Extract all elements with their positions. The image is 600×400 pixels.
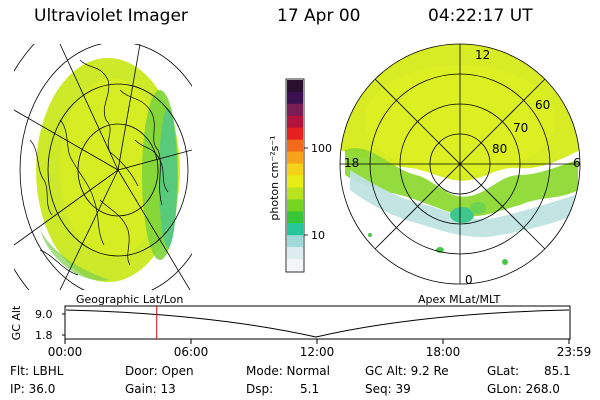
mlat-label-60: 60 — [535, 98, 550, 112]
colorbar-unit-label: photon cm⁻²s⁻¹ — [268, 135, 281, 220]
filter-status: Flt: LBHL — [10, 364, 64, 378]
mlat-label-80: 80 — [492, 142, 507, 156]
altitude-curve — [65, 309, 570, 338]
colorbar-cell — [287, 151, 303, 165]
ip-status: IP: 36.0 — [10, 382, 56, 396]
mlt-label-18: 18 — [344, 156, 359, 170]
timeline-ytick-1-8: 1.8 — [35, 329, 53, 342]
timeline-xtick-1200: 12:00 — [300, 345, 335, 359]
colorbar-cell — [287, 91, 303, 105]
colorbar-cell — [287, 103, 303, 117]
glat-value: 85.1 — [544, 364, 571, 378]
colorbar-cell — [287, 235, 303, 248]
colorbar-cell — [287, 115, 303, 129]
colorbar-cell — [287, 139, 303, 153]
left-panel-caption: Geographic Lat/Lon — [76, 293, 183, 306]
glon-status: GLon: 268.0 — [487, 382, 560, 396]
timeline-xtick-0600: 06:00 — [174, 345, 209, 359]
colorbar-cell — [287, 211, 303, 224]
colorbar-cell — [287, 247, 303, 260]
colorbar-cell — [287, 80, 303, 93]
timeline-ytick-9: 9.0 — [35, 308, 53, 321]
timeline-xtick-1800: 18:00 — [426, 345, 461, 359]
colorbar-cell — [287, 187, 303, 200]
observation-time: 04:22:17 UT — [428, 6, 533, 26]
mode-status: Mode: Normal — [246, 364, 330, 378]
geographic-map — [14, 44, 192, 290]
sequence-status: Seq: 39 — [365, 382, 411, 396]
colorbar-cell — [287, 223, 303, 236]
instrument-title: Ultraviolet Imager — [34, 6, 188, 26]
mlt-label-0: 0 — [465, 273, 473, 287]
colorbar-cell — [287, 199, 303, 212]
timeline-ylabel: GC Alt — [10, 305, 23, 340]
glat-label: GLat: — [487, 364, 520, 378]
timeline-xtick-0000: 00:00 — [48, 345, 83, 359]
dsp-label: Dsp: — [246, 382, 274, 396]
door-status: Door: Open — [125, 364, 194, 378]
polar-plot: 12 18 6 0 60 70 80 — [339, 43, 581, 287]
right-panel-caption: Apex MLat/MLT — [418, 293, 501, 306]
colorbar-cell — [287, 163, 303, 176]
gain-status: Gain: 13 — [125, 382, 176, 396]
mlt-label-6: 6 — [573, 156, 581, 170]
colorbar-cell — [287, 127, 303, 141]
gc-alt-status: GC Alt: 9.2 Re — [365, 364, 449, 378]
colorbar-tick-100: 100 — [311, 142, 332, 155]
colorbar-tick-10: 10 — [311, 229, 325, 242]
colorbar: 100 10 photon cm⁻²s⁻¹ — [268, 78, 332, 273]
observation-date: 17 Apr 00 — [277, 6, 361, 26]
coastlines — [29, 59, 169, 276]
dsp-value: 5.1 — [300, 382, 320, 396]
altitude-timeline: 9.0 1.8 GC Alt 00:00 06:00 12:00 18:00 2… — [10, 305, 591, 359]
colorbar-cell — [287, 175, 303, 188]
timeline-xtick-2359: 23:59 — [557, 345, 592, 359]
mlat-label-70: 70 — [513, 121, 528, 135]
mlt-label-12: 12 — [475, 48, 490, 62]
polar-grid — [339, 43, 581, 285]
colorbar-cell — [287, 259, 303, 272]
